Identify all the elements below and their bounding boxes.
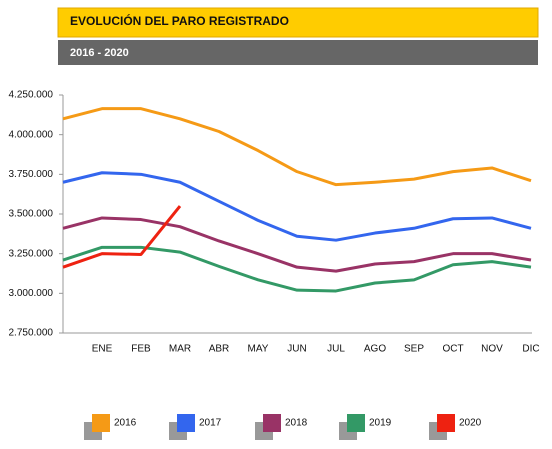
legend-label: 2019	[369, 418, 392, 429]
x-tick-label: ENE	[92, 344, 113, 355]
series-line	[62, 205, 182, 269]
legend-swatch	[92, 414, 110, 432]
series-line	[62, 216, 532, 273]
x-tick-label: ABR	[209, 344, 230, 355]
legend-swatch	[437, 414, 455, 432]
x-tick-label: MAY	[248, 344, 269, 355]
y-tick-label: 3.000.000	[9, 288, 54, 299]
legend-swatch	[177, 414, 195, 432]
legend-label: 2018	[285, 418, 308, 429]
x-tick-label: FEB	[131, 344, 151, 355]
chart-title: EVOLUCIÓN DEL PARO REGISTRADO	[70, 13, 289, 28]
x-tick-label: OCT	[442, 344, 463, 355]
title-bar	[57, 7, 539, 38]
x-tick-label: JUL	[327, 344, 345, 355]
x-tick-label: JUN	[287, 344, 306, 355]
x-tick-label: DIC	[522, 344, 539, 355]
legend-swatch	[347, 414, 365, 432]
legend-label: 2020	[459, 418, 482, 429]
series-line	[62, 107, 532, 187]
y-tick-label: 4.000.000	[9, 129, 54, 140]
legend-label: 2016	[114, 418, 137, 429]
x-tick-label: NOV	[481, 344, 503, 355]
x-tick-label: MAR	[169, 344, 191, 355]
y-tick-label: 3.250.000	[9, 248, 54, 259]
y-tick-label: 3.500.000	[9, 209, 54, 220]
x-tick-label: AGO	[364, 344, 386, 355]
y-tick-label: 4.250.000	[9, 90, 54, 101]
legend-swatch	[263, 414, 281, 432]
y-tick-label: 3.750.000	[9, 169, 54, 180]
series-line	[62, 171, 532, 242]
series-line	[62, 245, 532, 293]
y-tick-label: 2.750.000	[9, 328, 54, 339]
x-tick-label: SEP	[404, 344, 424, 355]
chart-subtitle: 2016 - 2020	[70, 47, 129, 59]
legend-label: 2017	[199, 418, 222, 429]
subtitle-bar	[58, 40, 538, 65]
